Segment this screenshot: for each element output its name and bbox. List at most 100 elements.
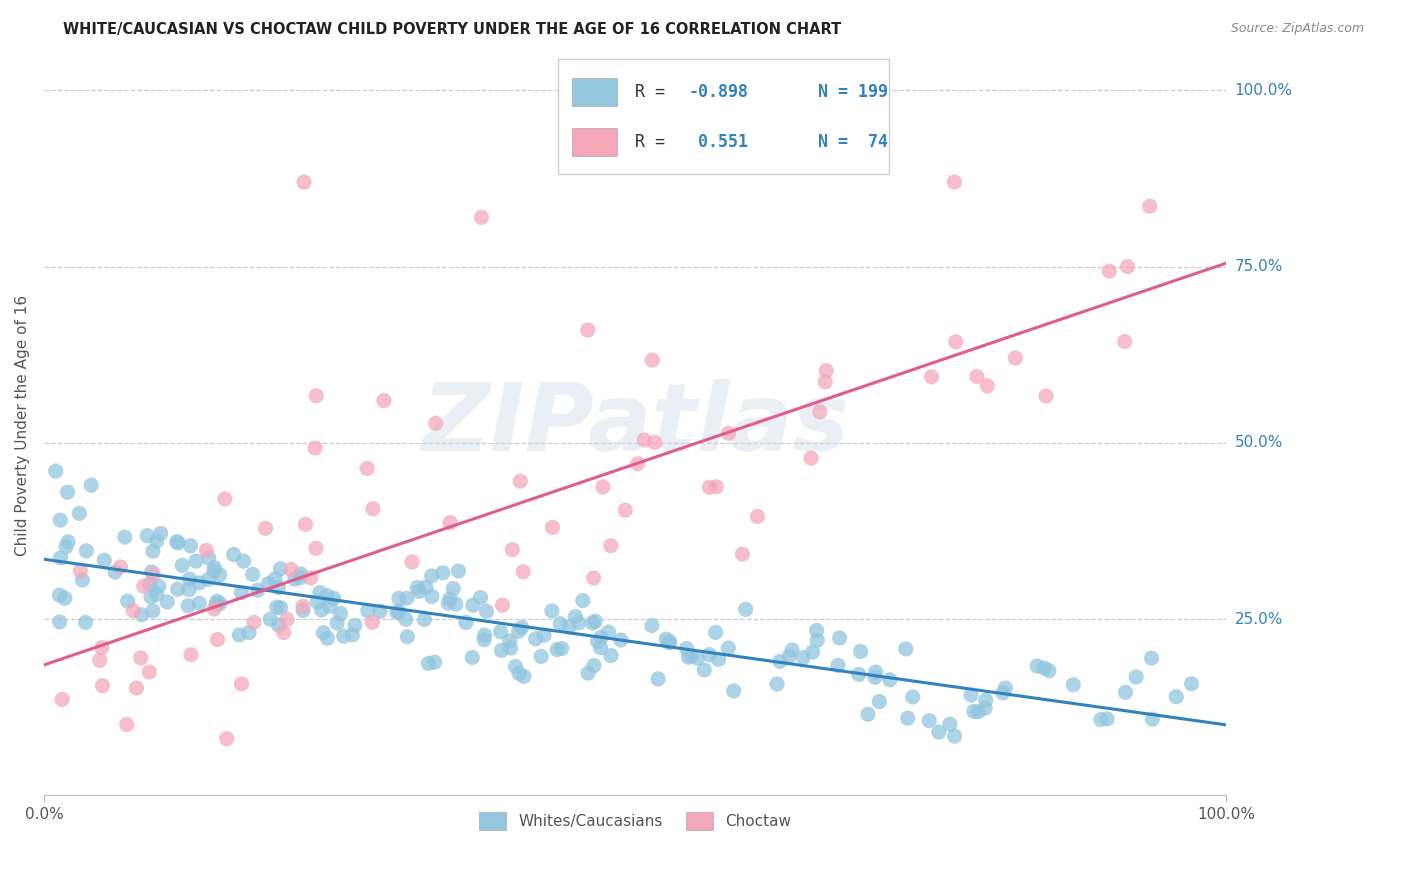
Point <box>166 582 188 597</box>
Bar <box>572 78 617 106</box>
Point <box>610 632 633 647</box>
Point <box>945 334 967 349</box>
Point <box>305 389 328 403</box>
Point <box>280 562 302 576</box>
Point <box>122 604 145 618</box>
Point <box>222 548 245 562</box>
Point <box>699 480 721 494</box>
Point <box>243 615 266 630</box>
Point <box>104 565 127 579</box>
Point <box>564 609 586 624</box>
Point <box>385 605 408 619</box>
Point <box>510 620 533 634</box>
Bar <box>572 128 617 156</box>
Point <box>420 569 443 583</box>
Point <box>177 599 200 613</box>
FancyBboxPatch shape <box>558 59 889 174</box>
Point <box>322 591 344 606</box>
Point <box>723 684 745 698</box>
Point <box>994 681 1017 695</box>
Point <box>808 405 831 419</box>
Point <box>208 597 231 611</box>
Point <box>432 566 454 580</box>
Point <box>138 665 160 679</box>
Point <box>357 604 380 618</box>
Point <box>343 618 366 632</box>
Point <box>110 560 132 574</box>
Text: WHITE/CAUCASIAN VS CHOCTAW CHILD POVERTY UNDER THE AGE OF 16 CORRELATION CHART: WHITE/CAUCASIAN VS CHOCTAW CHILD POVERTY… <box>63 22 842 37</box>
Point <box>117 594 139 608</box>
Point <box>967 705 990 719</box>
Point <box>142 544 165 558</box>
Point <box>204 560 226 574</box>
Point <box>974 693 997 707</box>
Point <box>731 547 754 561</box>
Point <box>441 582 464 596</box>
Point <box>139 590 162 604</box>
Point <box>267 618 290 632</box>
Point <box>184 554 207 568</box>
Point <box>188 596 211 610</box>
Point <box>572 593 595 607</box>
Point <box>51 692 73 706</box>
Point <box>530 649 553 664</box>
Point <box>582 658 605 673</box>
Point <box>48 615 70 629</box>
Point <box>291 599 314 614</box>
Point <box>558 620 581 634</box>
Point <box>270 562 292 576</box>
Point <box>675 641 697 656</box>
Point <box>329 607 352 621</box>
Point <box>215 731 238 746</box>
Point <box>45 464 67 478</box>
Point <box>1095 712 1118 726</box>
Point <box>292 175 315 189</box>
Point <box>509 474 531 488</box>
Point <box>686 651 709 665</box>
Point <box>276 612 298 626</box>
Point <box>814 375 837 389</box>
Point <box>780 643 803 657</box>
Point <box>361 501 384 516</box>
Point <box>90 640 112 655</box>
Point <box>179 572 201 586</box>
Point <box>918 714 941 728</box>
Point <box>361 615 384 630</box>
Point <box>166 534 188 549</box>
Point <box>1116 260 1139 274</box>
Point <box>1062 678 1084 692</box>
Point <box>195 543 218 558</box>
Point <box>1098 264 1121 278</box>
Point <box>963 705 986 719</box>
Point <box>246 583 269 598</box>
Point <box>284 572 307 586</box>
Point <box>508 666 530 681</box>
Point <box>470 591 492 605</box>
Point <box>132 579 155 593</box>
Point <box>145 534 167 549</box>
Point <box>792 650 814 665</box>
Point <box>420 590 443 604</box>
Point <box>474 628 496 642</box>
Point <box>395 591 418 606</box>
Point <box>1114 685 1136 699</box>
Point <box>591 631 613 645</box>
Point <box>91 679 114 693</box>
Point <box>145 587 167 601</box>
Point <box>658 635 681 649</box>
Point <box>582 571 605 585</box>
Point <box>413 612 436 626</box>
Point <box>72 573 94 587</box>
Point <box>202 602 225 616</box>
Point <box>326 616 349 631</box>
Point <box>75 544 97 558</box>
Point <box>513 669 536 683</box>
Point <box>583 615 606 629</box>
Point <box>508 624 530 639</box>
Point <box>960 688 983 702</box>
Point <box>56 534 79 549</box>
Point <box>172 558 194 573</box>
Point <box>208 567 231 582</box>
Point <box>1114 334 1136 349</box>
Point <box>197 573 219 587</box>
